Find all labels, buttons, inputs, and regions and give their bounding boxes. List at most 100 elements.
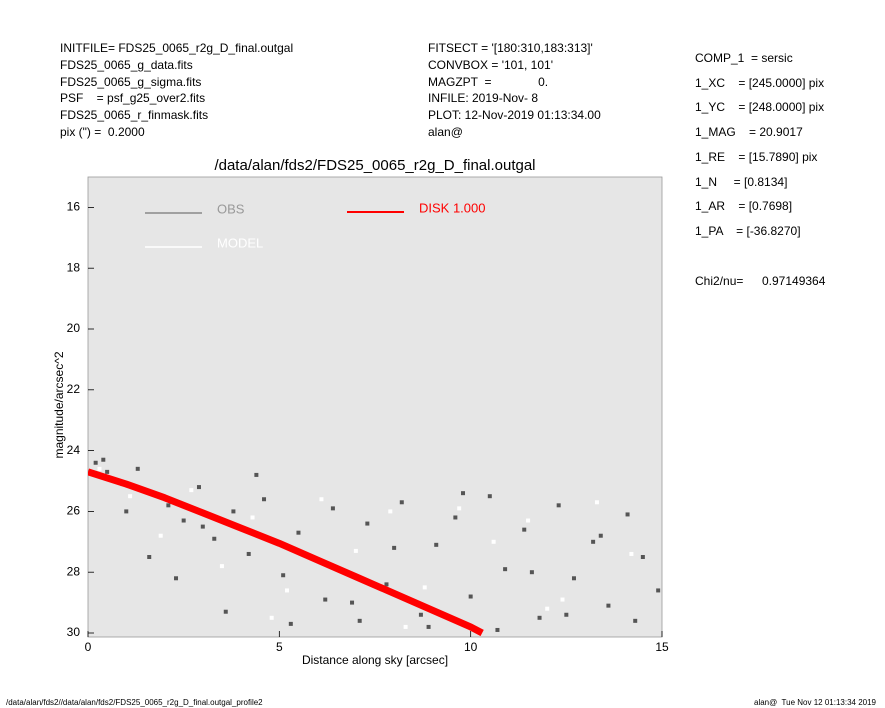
header-line: CONVBOX = '101, 101' (428, 57, 553, 72)
y-tick-label: 28 (67, 564, 81, 578)
point (128, 494, 133, 499)
y-tick-label: 20 (67, 321, 81, 335)
point (392, 545, 397, 550)
point (571, 576, 576, 581)
header-line: PSF = psf_g25_over2.fits (60, 91, 206, 106)
point (556, 503, 561, 508)
x-axis-label: Distance along sky [arcsec] (302, 653, 448, 667)
fit-parameter: 1_XC = [245.0000] pix (695, 75, 825, 90)
point (250, 515, 255, 520)
fit-parameter: 1_PA = [-36.8270] (695, 223, 801, 238)
point (468, 594, 473, 599)
point (166, 503, 171, 508)
point (403, 624, 408, 629)
x-tick-label: 15 (655, 640, 669, 654)
y-tick-label: 18 (67, 260, 81, 274)
point (598, 533, 603, 538)
y-tick-label: 22 (67, 382, 81, 396)
footer-right: alan@ Tue Nov 12 01:13:34 2019 (754, 698, 876, 707)
chi2-value: 0.97149364 (762, 274, 826, 288)
point (101, 457, 106, 462)
point (319, 497, 324, 502)
y-tick-label: 30 (67, 625, 81, 639)
x-tick-label: 5 (276, 640, 283, 654)
point (284, 588, 289, 593)
point (564, 612, 569, 617)
header-line: FDS25_0065_g_sigma.fits (60, 74, 202, 89)
point (418, 612, 423, 617)
point (384, 582, 389, 587)
point (353, 548, 358, 553)
header-line: pix (") = 0.2000 (60, 125, 145, 139)
point (526, 518, 531, 523)
point (487, 494, 492, 499)
point (135, 466, 140, 471)
y-tick-label: 26 (67, 504, 81, 518)
point (189, 488, 194, 493)
fit-parameter: 1_RE = [15.7890] pix (695, 149, 818, 164)
fit-parameter: COMP_1 = sersic (695, 51, 793, 65)
header-line: MAGZPT = 0. (428, 74, 549, 89)
fit-parameter: 1_N = [0.8134] (695, 174, 788, 189)
point (434, 542, 439, 547)
legend-label: DISK 1.000 (419, 200, 486, 215)
chart-title: /data/alan/fds2/FDS25_0065_r2g_D_final.o… (214, 157, 535, 174)
point (461, 491, 466, 496)
point (495, 627, 500, 632)
point (629, 551, 634, 556)
point (288, 621, 293, 626)
point (158, 533, 163, 538)
point (529, 570, 534, 575)
point (640, 555, 645, 559)
data-layer (88, 457, 661, 637)
point (105, 469, 110, 474)
point (219, 564, 224, 569)
point (323, 597, 328, 602)
point (491, 539, 496, 544)
header-line: INFILE: 2019-Nov- 8 (428, 91, 539, 106)
point (656, 588, 661, 593)
legend-label: OBS (217, 201, 245, 216)
point (633, 618, 638, 623)
point (174, 576, 179, 581)
point (537, 615, 542, 620)
header-line: FDS25_0065_g_data.fits (60, 57, 193, 72)
point (522, 527, 527, 532)
legend-label: MODEL (217, 235, 263, 250)
header-line: FDS25_0065_r_finmask.fits (60, 108, 209, 123)
point (426, 624, 431, 629)
point (545, 606, 550, 611)
point (457, 506, 462, 511)
point (223, 609, 228, 614)
fit-parameter: 1_YC = [248.0000] pix (695, 100, 825, 115)
point (503, 567, 508, 572)
point (350, 600, 355, 605)
point (124, 509, 129, 514)
point (594, 500, 599, 505)
point (196, 485, 201, 490)
point (254, 472, 259, 477)
point (231, 509, 236, 514)
point (330, 506, 335, 511)
point (591, 539, 596, 544)
point (560, 597, 565, 602)
point (388, 509, 393, 514)
point (365, 521, 370, 526)
point (606, 603, 611, 608)
header-line: PLOT: 12-Nov-2019 01:13:34.00 (428, 108, 601, 123)
y-tick-label: 24 (67, 443, 81, 457)
point (453, 515, 458, 520)
point (296, 530, 301, 535)
point (625, 512, 630, 517)
y-axis-label: magnitude/arcsec^2 (52, 351, 66, 458)
point (181, 518, 186, 523)
fit-parameter: 1_MAG = 20.9017 (695, 125, 803, 140)
chi2-label: Chi2/nu= (695, 274, 744, 288)
header-line: alan@ (428, 125, 463, 139)
point (357, 618, 362, 623)
x-tick-label: 10 (464, 640, 478, 654)
point (200, 524, 205, 529)
point (147, 555, 152, 559)
